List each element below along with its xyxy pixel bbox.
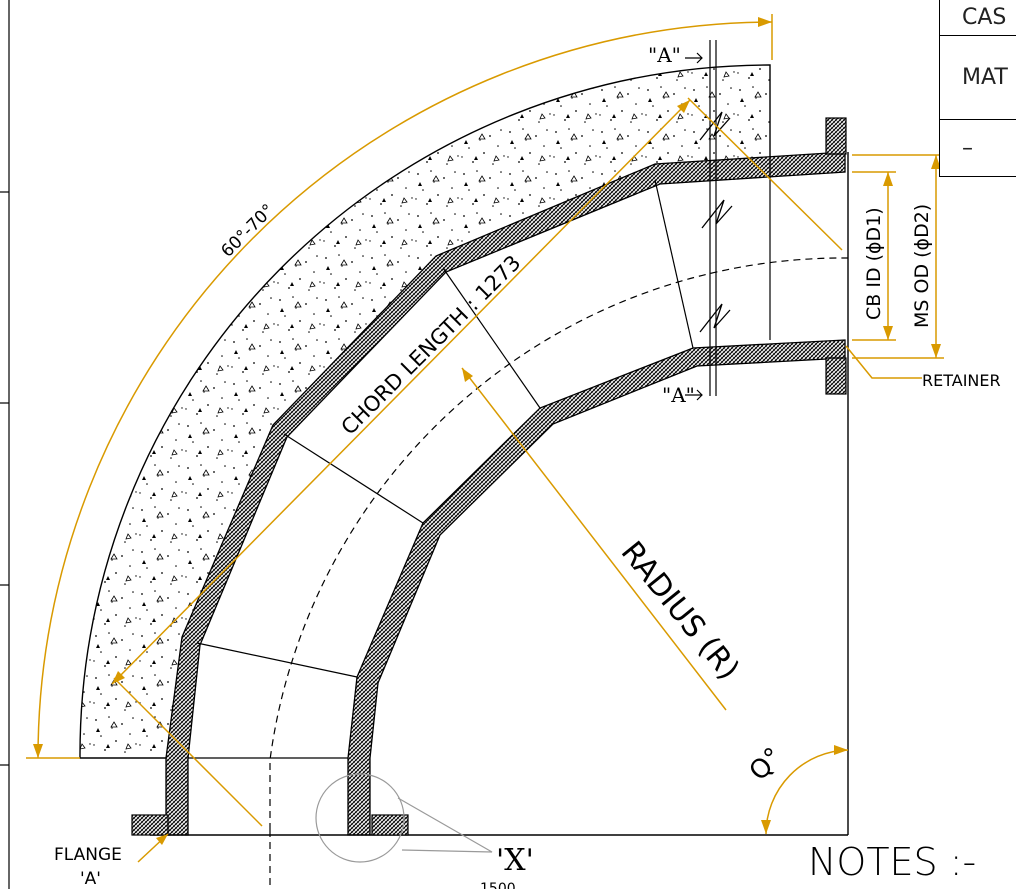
flange-label: FLANGE [54,845,122,865]
section-a-top-label: "A" [648,43,681,67]
title-block-dash: – [962,135,973,161]
arrowhead [156,834,168,845]
arrowhead [931,344,941,358]
section-arrow-top [685,52,703,64]
bottom-flange-right [371,814,409,836]
break-symbol [699,303,731,333]
arrowhead [931,155,941,169]
break-symbol [701,199,733,229]
notes-heading: NOTES :- [808,840,976,884]
break-symbol [699,111,731,141]
section-arrow-bottom [685,389,703,401]
title-block-row-2: MAT [939,35,1016,120]
angle-arc-dimension [37,21,773,759]
segment-joint [283,433,424,524]
arc-angle-label: 60°-70° [217,200,278,261]
section-arrows [685,52,703,401]
concrete-encasement [79,64,771,759]
segment-joint [196,642,358,678]
retainer-leader [845,345,922,379]
arrowhead [834,745,848,755]
title-block-row-3: – [939,119,1016,177]
arrowhead [112,671,125,684]
chord-length-line [111,99,691,685]
arrowheads [33,17,941,845]
arrowhead [883,172,893,186]
title-block-cas: CAS [962,4,1007,30]
angle-q-arc [765,749,849,835]
ms-od-label: MS OD (ϕD2) [911,204,933,328]
arrowhead [761,820,771,834]
arrowhead [33,744,43,758]
title-block-row-1: CAS [939,0,1016,36]
end-flange-top [825,117,847,155]
end-flange-bottom [825,357,847,395]
section-a-bottom-label: "A" [662,383,695,407]
chord-ext-line [687,97,843,251]
arrowhead [758,17,772,27]
arrowhead [462,368,473,382]
bottom-dimension-label: 1500 [480,881,516,889]
chord-ext-line [113,677,263,827]
arrowhead [883,326,893,340]
detail-x-leader [397,797,493,853]
detail-x-circle [315,773,405,863]
dimensions [26,14,944,863]
arrowhead [677,100,690,113]
cb-id-label: CB ID (ϕD1) [863,207,885,320]
retainer-label: RETAINER [922,371,1001,390]
detail-x-label: 'X' [496,843,534,878]
segment-joint [654,179,694,349]
bottom-flange-left [131,814,169,836]
radius-line [461,367,727,711]
radius-label: RADIUS (R) [614,535,746,687]
flange-label-a: 'A' [80,869,101,889]
segment-joint [442,267,541,409]
angle-q-label: Q° [744,742,789,787]
title-block-mat: MAT [962,65,1008,90]
